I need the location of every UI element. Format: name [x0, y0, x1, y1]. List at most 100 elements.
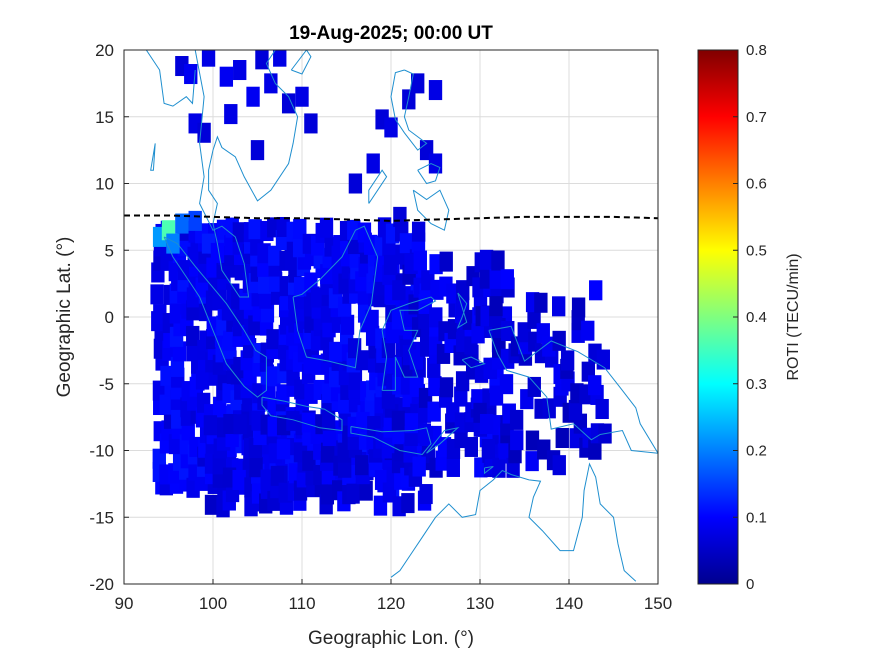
- roti-cell: [346, 483, 360, 504]
- roti-cell: [216, 315, 230, 336]
- roti-cell: [391, 410, 406, 431]
- roti-cell: [281, 93, 296, 114]
- y-tick-label: -10: [89, 442, 114, 461]
- roti-cell: [365, 309, 379, 330]
- roti-cell: [411, 73, 425, 94]
- roti-cell: [455, 371, 470, 392]
- coastline: [290, 50, 312, 75]
- x-tick-label: 150: [644, 594, 672, 613]
- coastline: [456, 292, 468, 329]
- coastline: [488, 325, 658, 454]
- y-tick-label: -20: [89, 575, 114, 594]
- roti-cell: [555, 427, 569, 449]
- colorbar-label: ROTI (TECU/min): [785, 253, 802, 380]
- y-tick-label: 10: [95, 175, 114, 194]
- roti-cell: [471, 323, 485, 344]
- roti-cell: [428, 80, 443, 101]
- y-tick-label: -15: [89, 508, 114, 527]
- roti-cell: [439, 377, 454, 398]
- roti-cell: [419, 484, 433, 505]
- roti-cell: [219, 66, 234, 87]
- roti-cell: [534, 292, 548, 313]
- coastlines: [145, 50, 658, 582]
- coastline: [381, 296, 437, 391]
- y-tick-label: 5: [105, 241, 114, 260]
- roti-cell: [295, 86, 309, 107]
- coastline: [412, 189, 450, 231]
- x-tick-label: 110: [288, 594, 315, 613]
- colorbar-tick-label: 0.5: [746, 242, 767, 259]
- roti-cell: [223, 413, 237, 434]
- roti-cell: [571, 297, 586, 318]
- roti-cell: [175, 213, 189, 234]
- y-axis-label: Geographic Lat. (°): [54, 237, 75, 398]
- y-tick-label: 15: [95, 108, 114, 127]
- roti-cell: [322, 426, 337, 447]
- roti-cell: [273, 50, 287, 67]
- roti-cell: [186, 325, 200, 346]
- roti-cell: [356, 411, 370, 432]
- coastline: [461, 356, 486, 369]
- roti-cell: [255, 50, 269, 70]
- roti-cell: [588, 375, 602, 396]
- y-tick-label: 0: [105, 308, 114, 327]
- roti-cell: [276, 439, 291, 460]
- roti-cell: [428, 376, 442, 397]
- roti-cell: [188, 210, 202, 231]
- coastline: [390, 69, 428, 151]
- roti-cell: [366, 153, 380, 174]
- roti-cell: [359, 480, 373, 501]
- roti-cell: [232, 469, 246, 490]
- roti-cell: [270, 465, 285, 486]
- roti-cell: [150, 284, 164, 305]
- roti-cell: [454, 386, 468, 407]
- x-tick-label: 140: [555, 594, 583, 613]
- roti-cell: [510, 430, 524, 451]
- roti-cell: [233, 414, 247, 435]
- roti-cell: [489, 296, 503, 317]
- x-tick-label: 130: [466, 594, 494, 613]
- roti-cell: [276, 384, 290, 405]
- roti-cell: [268, 271, 283, 292]
- roti-cell: [186, 341, 200, 362]
- roti-cell: [337, 457, 352, 478]
- roti-cell: [233, 60, 247, 81]
- coastline: [163, 236, 267, 398]
- roti-cell: [393, 206, 407, 227]
- x-ticks: 90 100 110 120 130 140 150: [115, 579, 672, 613]
- roti-cell: [481, 438, 496, 460]
- roti-cell: [304, 113, 318, 134]
- x-tick-label: 120: [377, 594, 405, 613]
- roti-cell: [542, 398, 556, 419]
- roti-cell: [321, 410, 336, 431]
- roti-cell: [489, 385, 504, 406]
- coastline: [194, 50, 299, 298]
- roti-cell: [264, 73, 278, 94]
- roti-cell: [258, 273, 272, 294]
- roti-cell: [413, 250, 427, 271]
- coastline: [484, 466, 494, 475]
- coastline: [426, 426, 460, 454]
- colorbar-tick-label: 0: [746, 576, 754, 593]
- roti-cell: [427, 401, 441, 422]
- roti-cell: [479, 413, 494, 434]
- roti-cell: [391, 309, 406, 330]
- roti-cell: [355, 455, 369, 476]
- roti-cell: [168, 434, 183, 455]
- x-tick-label: 100: [199, 594, 227, 613]
- roti-cell: [525, 451, 539, 472]
- y-tick-label: -5: [99, 375, 114, 394]
- roti-cell: [302, 450, 316, 471]
- roti-cell: [329, 341, 343, 362]
- roti-cell: [250, 140, 265, 161]
- roti-cell: [411, 221, 426, 242]
- colorbar-tick-label: 0.7: [746, 109, 767, 126]
- roti-cell: [595, 398, 609, 420]
- roti-cell: [304, 272, 318, 293]
- roti-cell: [492, 457, 506, 478]
- roti-cell: [348, 369, 363, 391]
- roti-cell: [568, 399, 583, 420]
- roti-cell: [268, 245, 282, 266]
